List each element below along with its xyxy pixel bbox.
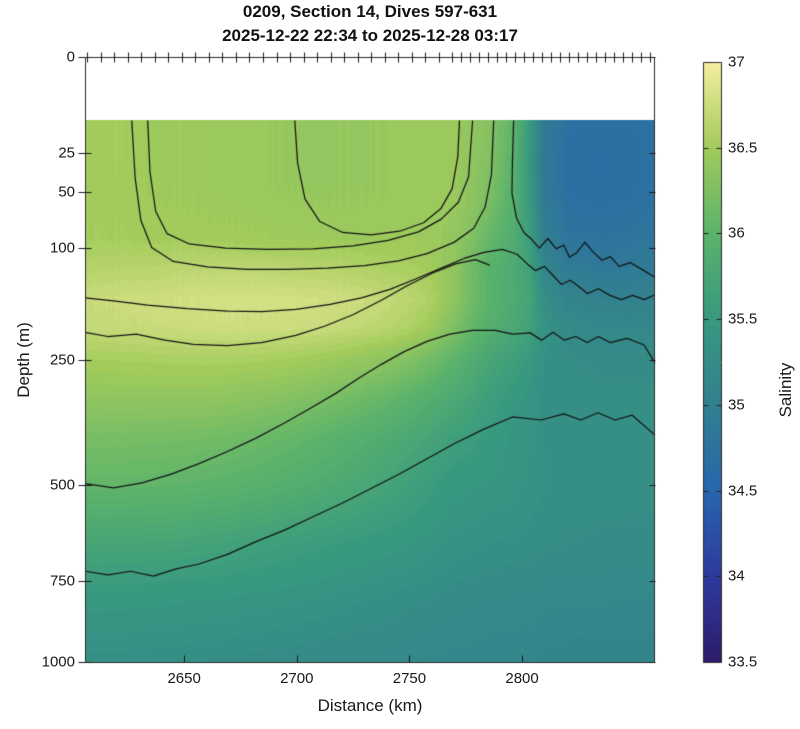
y-tick-label: 50 <box>58 183 75 201</box>
x-tick-label: 2650 <box>167 670 201 687</box>
x-tick-label: 2800 <box>505 670 539 687</box>
colorbar-tick-label: 36 <box>728 224 745 242</box>
y-tick-label: 0 <box>66 48 75 66</box>
x-axis-label: Distance (km) <box>317 696 423 715</box>
colorbar-tick-label: 35.5 <box>728 310 758 328</box>
colorbar-tick-label: 36.5 <box>728 139 758 157</box>
y-tick-label: 25 <box>58 144 75 162</box>
colorbar-tick-label: 37 <box>728 53 745 71</box>
y-tick-label: 1000 <box>41 653 75 671</box>
x-tick-label: 2700 <box>280 670 314 687</box>
y-tick-label: 750 <box>49 572 75 590</box>
colorbar-tick-label: 35 <box>728 396 745 414</box>
plot-subtitle-daterange: 2025-12-22 22:34 to 2025-12-28 03:17 <box>222 26 518 45</box>
x-tick-label: 2750 <box>392 670 427 687</box>
y-tick-label: 500 <box>49 476 75 494</box>
colorbar-label: Salinity <box>776 362 795 418</box>
colorbar-tick-label: 34 <box>728 567 745 585</box>
plot-title: 0209, Section 14, Dives 597-631 <box>242 2 498 21</box>
y-tick-label: 100 <box>49 239 75 257</box>
colorbar-tick-label: 34.5 <box>728 482 758 500</box>
y-tick-label: 250 <box>49 351 75 368</box>
y-axis-label: Depth (m) <box>14 322 33 398</box>
colorbar-tick-label: 33.5 <box>728 653 758 671</box>
